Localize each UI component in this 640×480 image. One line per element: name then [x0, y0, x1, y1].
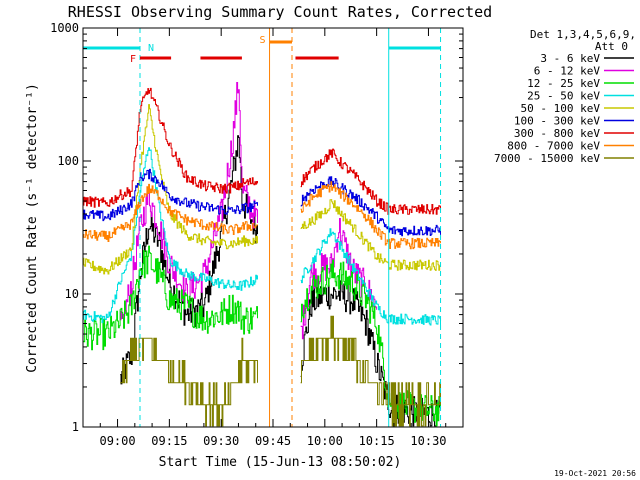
axis-ticks: 09:00 09:15 09:30 09:45 10:00 10:15 10:30 1 10 10… [50, 21, 464, 448]
series-line-800-7000-kev-seg2 [300, 181, 441, 250]
x-tick-label: 10:30 [410, 434, 446, 448]
plot-marks [83, 82, 441, 427]
y-tick-label: 100 [57, 154, 79, 168]
series-line-800-7000-kev-seg1 [83, 183, 258, 242]
x-tick-label: 09:15 [151, 434, 187, 448]
y-tick-label: 1 [72, 420, 79, 434]
x-tick-label: 10:00 [307, 434, 343, 448]
x-tick-label: 09:45 [255, 434, 291, 448]
series-line-25-50-kev-seg1 [83, 147, 258, 324]
legend-label: 800 - 7000 keV [507, 140, 600, 153]
saa-flag-label: S [260, 35, 266, 46]
series-line-25-50-kev-seg2 [300, 228, 441, 326]
legend-label: 100 - 300 keV [514, 115, 600, 128]
series-line-50-100-kev-seg2 [300, 199, 441, 271]
y-tick-label: 10 [65, 287, 79, 301]
series-line-100-300-kev-seg1 [83, 168, 258, 222]
series-line-100-300-kev-seg2 [300, 176, 441, 237]
legend-label: 6 - 12 keV [534, 65, 601, 78]
observing-flags: N F S [83, 28, 442, 427]
legend-label: 300 - 800 keV [514, 127, 600, 140]
series-line-12-25-kev-seg1 [83, 245, 258, 351]
chart-title: RHESSI Observing Summary Count Rates, Co… [68, 3, 492, 21]
series-line-7000-15000-kev-seg1 [120, 337, 258, 427]
legend-label: 3 - 6 keV [540, 52, 600, 65]
x-axis-label: Start Time (15-Jun-13 08:50:02) [159, 455, 402, 470]
x-tick-label: 10:15 [359, 434, 395, 448]
y-axis-label: Corrected Count Rate (s⁻¹ detector⁻¹) [25, 83, 40, 373]
series-line-3-6-kev-seg1 [120, 135, 258, 385]
legend-label: 12 - 25 keV [527, 77, 600, 90]
series-line-300-800-kev-seg2 [300, 148, 441, 215]
series-line-300-800-kev-seg1 [83, 87, 258, 208]
legend-header-attenuator: Att 0 [595, 40, 628, 53]
night-flag-label: N [148, 43, 154, 54]
series-line-6-12-kev-seg2 [300, 218, 378, 340]
x-tick-label: 09:00 [99, 434, 135, 448]
series-line-7000-15000-kev-seg2 [300, 315, 441, 427]
x-tick-label: 09:30 [203, 434, 239, 448]
legend-label: 7000 - 15000 keV [494, 152, 600, 165]
legend-header-detectors: Det 1,3,4,5,6,9, [530, 28, 636, 41]
legend-label: 25 - 50 keV [527, 90, 600, 103]
generation-timestamp: 19-Oct-2021 20:56 [554, 469, 636, 478]
legend-label: 50 - 100 keV [521, 102, 601, 115]
y-tick-label: 1000 [50, 21, 79, 35]
flare-flag-label: F [130, 54, 136, 65]
